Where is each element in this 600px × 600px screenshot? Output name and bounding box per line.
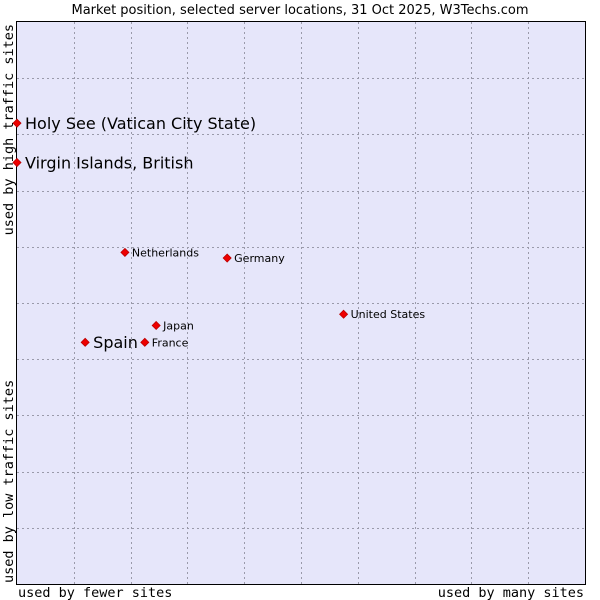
point-marker-japan [151, 320, 161, 331]
data-point-virgin-islands-british: Virgin Islands, British [12, 153, 193, 172]
point-label-france: France [152, 336, 189, 349]
grid [17, 22, 585, 584]
point-marker-holy-see-vatican-city-state [12, 118, 22, 128]
point-marker-united-states [339, 309, 349, 319]
point-marker-germany [222, 253, 232, 263]
y-axis-label-top: used by high traffic sites [1, 24, 17, 235]
data-point-spain: Spain [80, 333, 138, 352]
point-label-japan: Japan [162, 319, 194, 332]
point-label-holy-see-vatican-city-state: Holy See (Vatican City State) [25, 114, 256, 133]
point-marker-virgin-islands-british [12, 157, 22, 168]
point-label-united-states: United States [351, 308, 426, 321]
point-marker-spain [80, 337, 90, 347]
y-axis-label-bottom: used by low traffic sites [1, 380, 17, 583]
data-point-netherlands: Netherlands [120, 246, 199, 259]
x-axis-label-right: used by many sites [438, 585, 584, 600]
data-point-france: France [140, 336, 189, 349]
point-marker-netherlands [120, 247, 130, 257]
point-label-spain: Spain [93, 333, 138, 352]
point-label-virgin-islands-british: Virgin Islands, British [25, 153, 193, 172]
x-axis-label-left: used by fewer sites [18, 585, 172, 600]
point-label-netherlands: Netherlands [132, 246, 199, 259]
data-point-germany: Germany [222, 252, 285, 265]
point-marker-france [140, 337, 150, 347]
data-point-holy-see-vatican-city-state: Holy See (Vatican City State) [12, 114, 256, 133]
data-points: Holy See (Vatican City State) Virgin Isla… [12, 114, 426, 352]
data-point-japan: Japan [151, 319, 194, 332]
data-point-united-states: United States [339, 308, 426, 321]
chart-title: Market position, selected server locatio… [71, 3, 528, 18]
point-label-germany: Germany [234, 252, 285, 265]
